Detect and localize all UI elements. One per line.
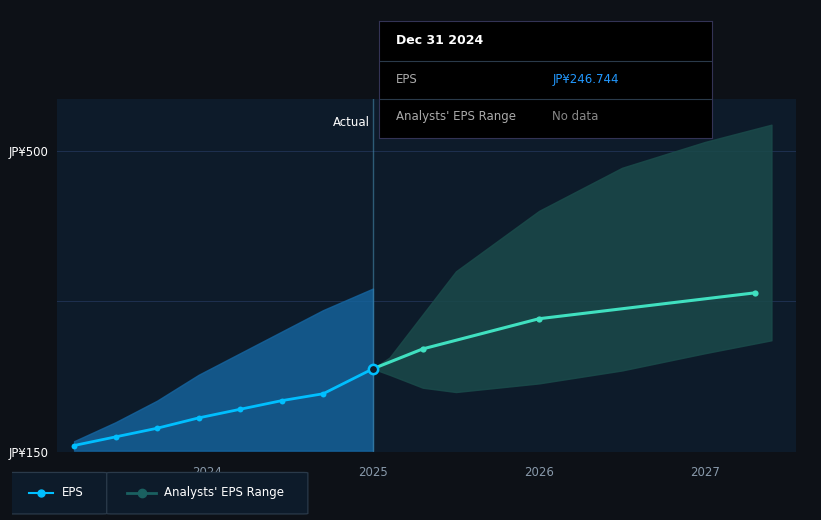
Text: Analysts' EPS Range: Analysts' EPS Range (164, 486, 284, 499)
Point (150, 424, 163, 433)
Text: JP¥246.744: JP¥246.744 (553, 73, 619, 86)
Text: Dec 31 2024: Dec 31 2024 (396, 34, 484, 47)
FancyBboxPatch shape (107, 473, 308, 514)
Text: Analysts' EPS Range: Analysts' EPS Range (396, 110, 516, 123)
Text: EPS: EPS (396, 73, 418, 86)
FancyBboxPatch shape (8, 473, 107, 514)
Point (533, 315, 546, 323)
Point (275, 396, 288, 405)
Point (366, 365, 379, 373)
Point (317, 389, 330, 398)
Text: EPS: EPS (62, 486, 83, 499)
Text: Analysts Forecasts: Analysts Forecasts (379, 116, 489, 129)
Point (748, 289, 761, 297)
Point (67, 441, 80, 450)
Text: No data: No data (553, 110, 599, 123)
Text: Actual: Actual (333, 116, 369, 129)
Point (192, 414, 205, 422)
Point (233, 405, 246, 413)
Point (109, 433, 122, 441)
Point (416, 345, 429, 353)
